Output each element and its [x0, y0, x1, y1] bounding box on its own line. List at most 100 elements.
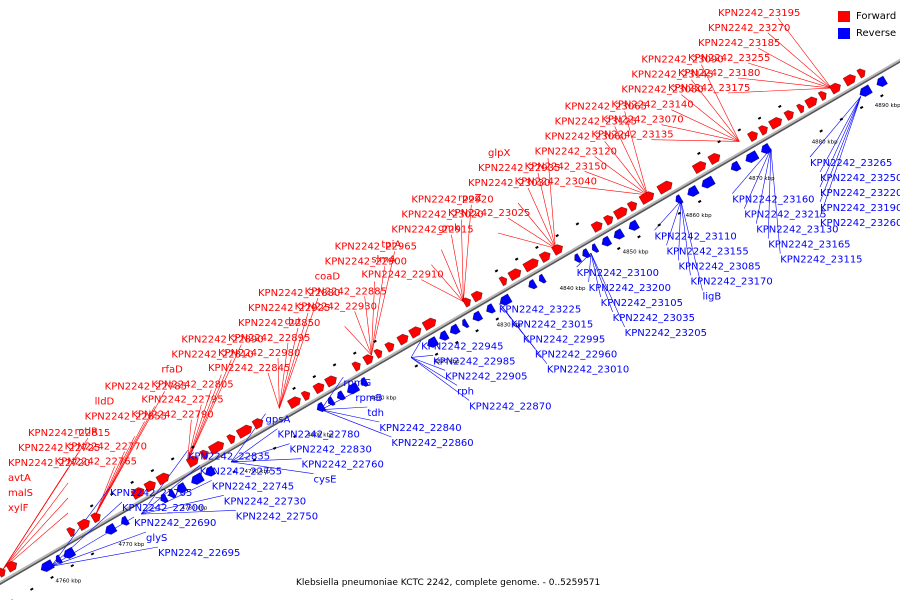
forward-gene-arrow[interactable] [408, 326, 422, 339]
reverse-gene-label[interactable]: KPN2242_22830 [290, 445, 372, 456]
forward-gene-label[interactable]: KPN2242_22925 [248, 303, 330, 314]
reverse-gene-label[interactable]: KPN2242_23165 [768, 240, 850, 251]
reverse-gene-arrow[interactable] [539, 273, 547, 284]
forward-gene-label[interactable]: KPN2242_22795 [141, 395, 223, 406]
forward-gene-arrow[interactable] [362, 354, 374, 366]
forward-gene-arrow[interactable] [373, 348, 383, 359]
forward-gene-label[interactable]: tpiA [381, 240, 401, 251]
forward-gene-arrow[interactable] [287, 396, 301, 410]
forward-gene-label[interactable]: KPN2242_22765 [55, 456, 137, 467]
reverse-gene-arrow[interactable] [687, 185, 700, 197]
forward-gene-label[interactable]: KPN2242_22910 [361, 270, 443, 281]
reverse-gene-label[interactable]: KPN2242_23205 [625, 328, 707, 339]
reverse-gene-label[interactable]: KPN2242_23265 [810, 158, 892, 169]
reverse-gene-arrow[interactable] [191, 472, 205, 485]
reverse-gene-arrow[interactable] [462, 318, 470, 329]
reverse-gene-arrow[interactable] [168, 488, 177, 499]
reverse-gene-arrow[interactable] [121, 515, 130, 526]
forward-gene-arrow[interactable] [235, 424, 252, 439]
reverse-gene-label[interactable]: cysE [314, 475, 337, 486]
reverse-gene-label[interactable]: KPN2242_23260 [820, 218, 900, 229]
forward-gene-arrow[interactable] [199, 449, 209, 460]
reverse-gene-label[interactable]: KPN2242_22945 [421, 341, 503, 352]
reverse-gene-label[interactable]: tdh [367, 408, 384, 419]
reverse-gene-arrow[interactable] [360, 376, 369, 387]
reverse-gene-arrow[interactable] [528, 279, 538, 290]
forward-gene-arrow[interactable] [551, 244, 563, 256]
forward-gene-arrow[interactable] [396, 333, 409, 346]
reverse-gene-label[interactable]: KPN2242_22905 [445, 371, 527, 382]
reverse-gene-label[interactable]: KPN2242_22755 [200, 466, 282, 477]
reverse-gene-label[interactable]: KPN2242_23170 [690, 276, 772, 287]
forward-gene-arrow[interactable] [5, 561, 18, 573]
forward-gene-arrow[interactable] [538, 251, 551, 263]
forward-gene-label[interactable]: KPN2242_22895 [228, 333, 310, 344]
reverse-gene-arrow[interactable] [613, 228, 625, 240]
forward-gene-label[interactable]: KPN2242_22920 [411, 195, 493, 206]
forward-gene-label[interactable]: KPN2242_23135 [591, 130, 673, 141]
reverse-gene-label[interactable]: KPN2242_22760 [302, 460, 384, 471]
forward-gene-arrow[interactable] [324, 375, 337, 388]
forward-gene-label[interactable]: KPN2242_23175 [668, 83, 750, 94]
reverse-gene-label[interactable]: KPN2242_22700 [122, 503, 204, 514]
forward-gene-label[interactable]: lldD [95, 396, 115, 407]
reverse-gene-arrow[interactable] [449, 323, 461, 335]
reverse-gene-label[interactable]: rpmB [355, 393, 382, 404]
forward-gene-arrow[interactable] [613, 206, 628, 220]
reverse-gene-arrow[interactable] [761, 142, 773, 154]
reverse-gene-label[interactable]: KPN2242_23220 [820, 188, 900, 199]
forward-gene-arrow[interactable] [856, 68, 866, 79]
reverse-gene-label[interactable]: KPN2242_22835 [188, 451, 270, 462]
forward-gene-label[interactable]: mtlR [75, 426, 98, 437]
forward-gene-arrow[interactable] [421, 317, 437, 331]
reverse-gene-arrow[interactable] [745, 150, 760, 163]
reverse-gene-label[interactable]: KPN2242_23085 [678, 261, 760, 272]
reverse-gene-arrow[interactable] [160, 493, 169, 503]
forward-gene-arrow[interactable] [66, 527, 75, 538]
forward-gene-arrow[interactable] [226, 434, 236, 445]
reverse-gene-label[interactable]: ligB [702, 291, 721, 302]
reverse-gene-label[interactable]: KPN2242_23215 [744, 210, 826, 221]
reverse-gene-label[interactable]: rph [457, 386, 474, 397]
forward-gene-label[interactable]: KPN2242_22915 [391, 225, 473, 236]
forward-gene-arrow[interactable] [0, 567, 6, 578]
forward-gene-label[interactable]: KPN2242_23070 [601, 115, 683, 126]
forward-gene-label[interactable]: KPN2242_23150 [525, 161, 607, 172]
reverse-gene-arrow[interactable] [574, 253, 583, 263]
forward-gene-label[interactable]: xylF [8, 503, 29, 514]
forward-gene-label[interactable]: KPN2242_22935 [478, 163, 560, 174]
forward-gene-arrow[interactable] [155, 472, 170, 486]
forward-gene-label[interactable]: KPN2242_23025 [448, 208, 530, 219]
forward-gene-label[interactable]: KPN2242_23145 [631, 70, 713, 81]
forward-gene-label[interactable]: malS [8, 488, 33, 499]
reverse-gene-label[interactable]: KPN2242_23160 [732, 195, 814, 206]
forward-gene-label[interactable]: KPN2242_23185 [698, 38, 780, 49]
forward-gene-label[interactable]: KPN2242_23080 [621, 85, 703, 96]
reverse-gene-label[interactable]: KPN2242_23015 [511, 320, 593, 331]
reverse-gene-label[interactable]: KPN2242_22690 [134, 518, 216, 529]
reverse-gene-arrow[interactable] [859, 84, 873, 97]
forward-gene-arrow[interactable] [185, 455, 199, 468]
reverse-gene-label[interactable]: KPN2242_23010 [547, 365, 629, 376]
reverse-gene-arrow[interactable] [40, 559, 55, 572]
reverse-gene-label[interactable]: KPN2242_23190 [820, 203, 900, 214]
forward-gene-arrow[interactable] [817, 91, 827, 101]
forward-gene-label[interactable]: KPN2242_22855 [85, 411, 167, 422]
reverse-gene-arrow[interactable] [347, 382, 361, 395]
forward-gene-arrow[interactable] [603, 215, 614, 226]
forward-gene-label[interactable]: avtA [8, 473, 31, 484]
reverse-gene-label[interactable]: rpmG [343, 378, 371, 389]
forward-gene-arrow[interactable] [638, 191, 655, 205]
reverse-gene-label[interactable]: KPN2242_23110 [654, 231, 736, 242]
forward-gene-arrow[interactable] [783, 110, 794, 121]
forward-gene-label[interactable]: KPN2242_23060 [545, 131, 627, 142]
forward-gene-label[interactable]: KPN2242_22810 [171, 350, 253, 361]
reverse-gene-label[interactable]: KPN2242_23130 [756, 225, 838, 236]
forward-gene-label[interactable]: KPN2242_22725 [18, 443, 100, 454]
forward-gene-arrow[interactable] [76, 518, 90, 531]
forward-gene-arrow[interactable] [707, 153, 721, 165]
forward-gene-arrow[interactable] [507, 268, 522, 282]
reverse-gene-label[interactable]: KPN2242_23225 [499, 305, 581, 316]
forward-gene-arrow[interactable] [522, 258, 539, 273]
reverse-gene-arrow[interactable] [105, 522, 118, 535]
